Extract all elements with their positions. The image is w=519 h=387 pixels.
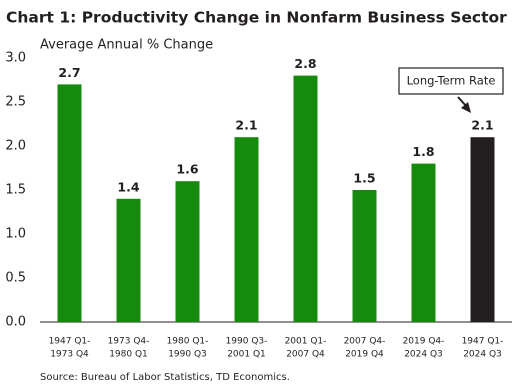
value-label: 1.4 [117,179,139,194]
x-tick-label: 1973 Q4 [50,350,89,360]
bar [175,181,200,322]
bar [234,137,259,322]
x-tick-label: 2001 Q1 [227,350,266,360]
value-label: 2.1 [235,118,257,133]
annotation-arrowhead [461,102,471,113]
x-tick-label: 1990 Q3- [226,337,268,347]
x-tick-label: 1973 Q4- [108,337,150,347]
x-tick-label: 2007 Q4- [344,337,386,347]
x-tick-label: 2019 Q4 [345,350,384,360]
bar [57,84,82,323]
x-tick-label: 2024 Q3 [463,350,502,360]
bar [411,163,436,322]
value-label: 1.6 [176,162,198,177]
chart-subtitle: Average Annual % Change [40,38,213,53]
chart-title: Chart 1: Productivity Change in Nonfarm … [6,9,507,27]
y-tick-label: 1.0 [5,227,26,242]
bar [470,137,495,322]
value-label: 1.8 [412,144,434,159]
y-tick-label: 2.5 [5,95,26,110]
bar [293,75,318,322]
x-tick-label: 1990 Q3 [168,350,207,360]
bar [352,190,377,322]
annotation: Long-Term Rate [407,74,496,88]
y-tick-label: 0.5 [5,271,26,286]
source: Source: Bureau of Labor Statistics, TD E… [40,372,290,383]
x-tick-label: 1947 Q1- [462,337,504,347]
x-tick-label: 1980 Q1 [109,350,148,360]
y-tick-label: 3.0 [5,51,26,66]
x-tick-label: 2001 Q1- [285,337,327,347]
value-label: 2.1 [471,118,493,133]
x-tick-label: 2019 Q4- [403,337,445,347]
y-tick-label: 1.5 [5,183,26,198]
bar [116,198,141,322]
y-tick-label: 2.0 [5,139,26,154]
x-tick-label: 2007 Q4 [286,350,325,360]
x-tick-label: 1947 Q1- [49,337,91,347]
value-label: 2.7 [58,65,80,80]
y-tick-label: 0.0 [5,315,26,330]
value-label: 1.5 [353,171,375,186]
x-tick-label: 2024 Q3 [404,350,443,360]
value-label: 2.8 [294,56,316,71]
annotation-box [398,67,504,95]
x-tick-label: 1980 Q1- [167,337,209,347]
